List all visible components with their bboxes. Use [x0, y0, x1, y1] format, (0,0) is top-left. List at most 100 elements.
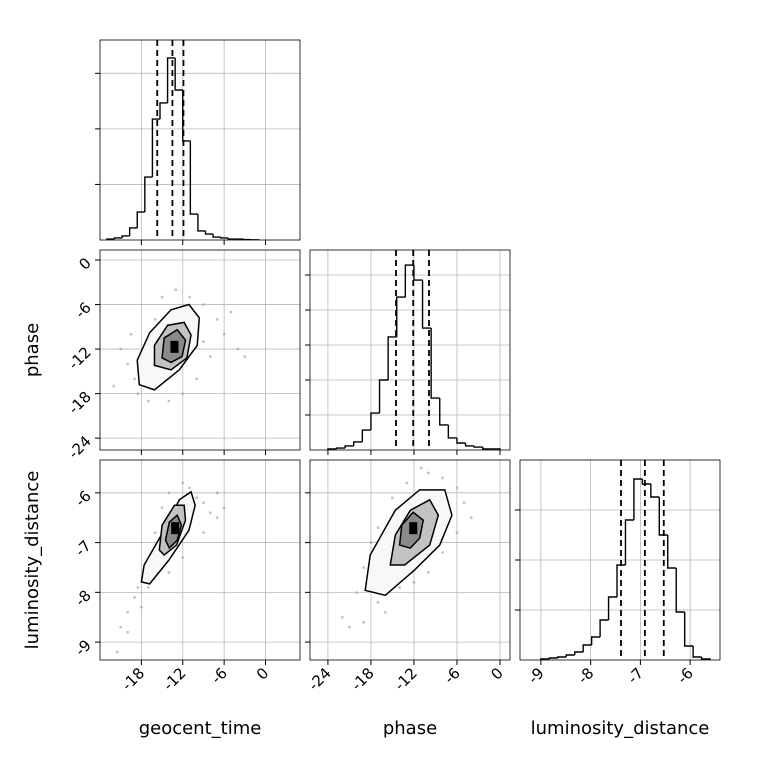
plot-area: [310, 250, 510, 450]
x-axis-label: geocent_time: [139, 718, 262, 739]
histogram-step: [197, 214, 206, 232]
sample-point: [160, 506, 164, 510]
x-tick-label: -8: [574, 664, 597, 687]
sample-point: [243, 355, 247, 358]
histogram-step: [565, 654, 575, 657]
histogram-step: [599, 619, 609, 637]
panel-frame: [99, 459, 301, 661]
plot-area: [100, 460, 300, 660]
histogram-step: [548, 657, 558, 659]
histogram-step: [227, 237, 236, 240]
histogram-step: [204, 230, 214, 235]
x-tick-label: -9: [524, 664, 547, 687]
x-tick-label: -6: [674, 664, 697, 687]
sample-point: [412, 580, 416, 584]
sample-point: [136, 585, 140, 589]
sample-point: [112, 384, 116, 388]
histogram-step: [430, 328, 440, 399]
histogram-step: [128, 227, 138, 236]
sample-point: [376, 600, 380, 604]
sample-point: [469, 516, 473, 520]
histogram-step: [700, 657, 711, 660]
histogram-step: [344, 445, 354, 449]
histogram-step: [404, 264, 414, 298]
sample-point: [376, 526, 380, 530]
y-tick-label: -12: [65, 343, 95, 373]
histogram-step: [212, 234, 221, 238]
sample-point: [362, 620, 366, 624]
histogram-step: [335, 447, 346, 449]
panel-frame: [99, 249, 301, 451]
panel: [95, 39, 301, 245]
sample-point: [383, 610, 387, 614]
sample-point: [133, 595, 136, 599]
sample-point: [391, 496, 394, 500]
x-tick-label: -6: [440, 664, 463, 687]
histogram-step: [692, 646, 702, 658]
y-tick-label: -8: [72, 586, 95, 609]
histogram-step: [447, 424, 457, 439]
sample-point: [188, 486, 192, 490]
histogram-step: [378, 379, 389, 414]
y-tick-label: -24: [65, 432, 95, 462]
panel-frame: [309, 459, 511, 661]
plot-area: [100, 250, 300, 450]
sample-point: [215, 516, 219, 520]
x-tick-label: -18: [118, 664, 148, 694]
sample-point: [426, 571, 430, 574]
sample-point: [136, 392, 140, 395]
y-axis-label: luminosity_distance: [22, 471, 43, 650]
histogram-step: [439, 398, 449, 426]
histogram-step: [396, 296, 406, 337]
histogram-step: [557, 656, 567, 658]
histogram-step: [641, 479, 651, 485]
y-tick-label: -7: [72, 537, 95, 560]
sample-point: [426, 471, 430, 475]
histogram-step: [582, 644, 592, 652]
sample-point: [174, 288, 178, 292]
histogram-step: [387, 336, 397, 381]
histogram-step: [413, 265, 423, 281]
sample-point: [222, 506, 226, 510]
y-axis-label: phase: [22, 323, 43, 377]
sample-point: [153, 317, 157, 321]
sample-point: [348, 625, 351, 629]
sample-point: [167, 491, 171, 495]
sample-point: [202, 340, 205, 344]
sample-point: [181, 392, 185, 395]
plot-area: [310, 460, 510, 660]
sample-point: [202, 531, 205, 535]
histogram-step: [166, 57, 176, 103]
sample-point: [133, 377, 136, 381]
sample-point: [419, 466, 423, 470]
panel-frame: [99, 39, 301, 241]
sample-point: [398, 585, 402, 589]
histogram-step: [464, 443, 475, 447]
panel: -18 -12 -6 0 -9 -8 -7 -6 geocent_time luminosity_…: [22, 459, 301, 739]
sample-point: [208, 355, 212, 358]
sample-point: [455, 486, 459, 490]
histogram-step: [456, 437, 466, 444]
histogram-step: [675, 568, 685, 613]
sample-point: [202, 303, 205, 306]
sample-point: [455, 531, 459, 535]
histogram-step: [633, 478, 643, 520]
plot-area: [520, 460, 720, 660]
sample-point: [462, 501, 466, 505]
sample-point: [362, 566, 366, 569]
density-peak: [409, 522, 418, 535]
panel: -9 -8 -7 -6 luminosity_distance: [515, 459, 721, 739]
sample-point: [222, 332, 226, 336]
histogram-step: [650, 484, 660, 498]
y-tick-label: 0: [75, 254, 94, 273]
histogram-step: [683, 612, 694, 647]
sample-point: [146, 399, 150, 403]
sample-point: [208, 511, 212, 515]
histogram-step: [421, 280, 432, 329]
histogram-step: [174, 57, 183, 91]
histogram-step: [616, 564, 626, 597]
sample-point: [167, 571, 171, 574]
histogram-step: [144, 176, 153, 213]
histogram-step: [667, 535, 677, 569]
sample-point: [167, 399, 171, 403]
